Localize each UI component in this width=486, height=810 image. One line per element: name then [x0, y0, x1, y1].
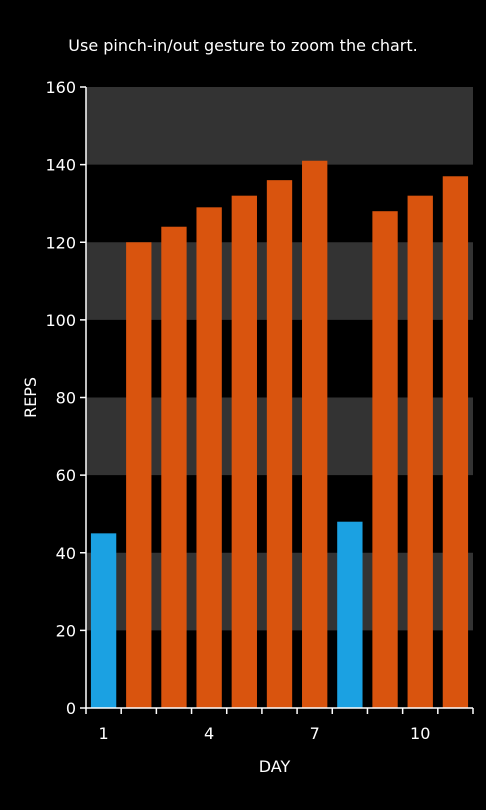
- axes: [80, 86, 474, 714]
- bar-day-9[interactable]: [372, 211, 398, 708]
- bar-day-5[interactable]: [231, 195, 257, 709]
- y-tick-label: 40: [56, 544, 76, 563]
- x-tick-label: 4: [204, 724, 214, 743]
- zoom-hint-text: Use pinch-in/out gesture to zoom the cha…: [68, 36, 418, 55]
- x-tick-label: 1: [98, 724, 108, 743]
- y-tick-label: 20: [56, 621, 76, 640]
- x-axis-label: DAY: [259, 757, 291, 776]
- x-tick-labels: 1 4 7 10: [98, 724, 430, 743]
- bar-day-10[interactable]: [407, 195, 433, 709]
- bar-day-11[interactable]: [442, 176, 469, 709]
- bar-day-3[interactable]: [161, 226, 187, 708]
- grid-band: [86, 87, 473, 165]
- bar-day-8[interactable]: [337, 521, 363, 708]
- y-tick-labels: 0 20 40 60 80 100 120 140 160: [45, 78, 76, 718]
- bar-day-4[interactable]: [196, 207, 222, 708]
- y-tick-label: 60: [56, 466, 76, 485]
- y-axis-label: REPS: [21, 377, 40, 418]
- y-tick-label: 100: [45, 311, 76, 330]
- y-tick-label: 80: [56, 389, 76, 408]
- x-tick-label: 7: [310, 724, 320, 743]
- y-tick-label: 0: [66, 699, 76, 718]
- bar-day-1[interactable]: [90, 533, 117, 708]
- y-tick-label: 160: [45, 78, 76, 97]
- bars: [90, 160, 469, 709]
- x-tick-label: 10: [410, 724, 430, 743]
- y-tick-label: 120: [45, 233, 76, 252]
- y-tick-label: 140: [45, 156, 76, 175]
- bar-day-7[interactable]: [302, 160, 328, 708]
- bar-day-2[interactable]: [126, 242, 152, 708]
- bar-day-6[interactable]: [266, 180, 293, 708]
